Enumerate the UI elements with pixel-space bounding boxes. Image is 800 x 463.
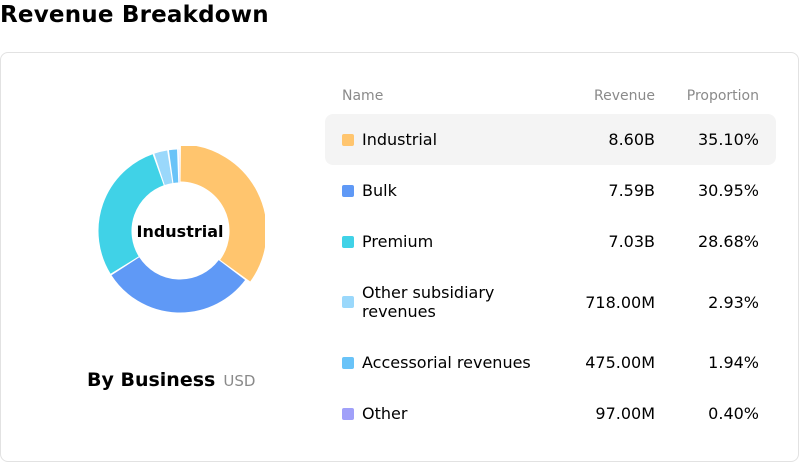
legend-swatch — [342, 133, 354, 146]
row-name: Industrial — [362, 130, 438, 149]
row-proportion: 2.93% — [708, 292, 759, 312]
table-row[interactable]: Industrial 8.60B 35.10% — [325, 114, 776, 165]
page-title: Revenue Breakdown — [0, 2, 269, 28]
row-revenue: 97.00M — [595, 404, 655, 423]
chart-unit-label: USD — [223, 372, 256, 390]
row-name: Bulk — [362, 181, 397, 200]
donut-slice-premium[interactable] — [98, 154, 165, 274]
legend-swatch — [342, 235, 354, 248]
donut-slice-accessorial-revenues[interactable] — [168, 149, 179, 183]
table-header: Name Revenue Proportion — [325, 78, 776, 114]
revenue-card: Industrial By Business USD Name Revenue … — [0, 52, 799, 462]
chart-caption: By Business USD — [87, 369, 255, 391]
table-row[interactable]: Other subsidiary revenues 718.00M 2.93% — [325, 267, 776, 337]
row-name: Accessorial revenues — [362, 353, 531, 372]
header-revenue: Revenue — [594, 88, 655, 104]
row-proportion: 35.10% — [697, 130, 759, 149]
header-proportion: Proportion — [686, 88, 759, 104]
donut-svg — [98, 146, 265, 313]
donut-slice-bulk[interactable] — [111, 256, 246, 313]
row-revenue: 8.60B — [608, 130, 655, 149]
chart-caption-title: By Business — [87, 369, 216, 391]
donut-slice-other-subsidiary-revenues[interactable] — [154, 150, 173, 186]
row-name: Premium — [362, 232, 434, 251]
table-row[interactable]: Bulk 7.59B 30.95% — [325, 165, 776, 216]
table-row[interactable]: Other 97.00M 0.40% — [325, 388, 776, 439]
row-proportion: 0.40% — [708, 404, 759, 423]
legend-swatch — [342, 184, 354, 197]
table-row[interactable]: Accessorial revenues 475.00M 1.94% — [325, 337, 776, 388]
row-proportion: 1.94% — [708, 353, 759, 372]
row-proportion: 28.68% — [697, 232, 759, 251]
donut-chart[interactable]: Industrial — [95, 146, 265, 316]
legend-swatch — [342, 356, 354, 369]
header-name: Name — [342, 88, 384, 104]
donut-slice-industrial[interactable] — [179, 146, 265, 282]
row-proportion: 30.95% — [697, 181, 759, 200]
row-revenue: 7.59B — [608, 181, 655, 200]
table-row[interactable]: Premium 7.03B 28.68% — [325, 216, 776, 267]
legend-swatch — [342, 296, 354, 308]
row-revenue: 718.00M — [585, 292, 655, 312]
row-revenue: 7.03B — [608, 232, 655, 251]
row-revenue: 475.00M — [585, 353, 655, 372]
legend-swatch — [342, 407, 354, 420]
donut-center-label: Industrial — [136, 221, 224, 241]
breakdown-table: Name Revenue Proportion Industrial 8.60B… — [325, 78, 776, 439]
row-name: Other subsidiary revenues — [362, 283, 495, 321]
row-name: Other — [362, 404, 408, 423]
